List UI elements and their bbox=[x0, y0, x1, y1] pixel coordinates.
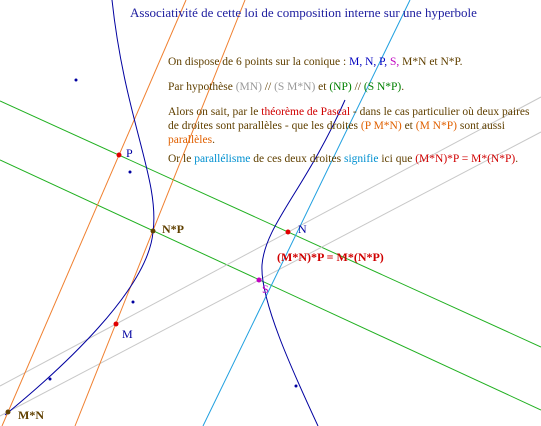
point-label: M*N bbox=[18, 408, 44, 422]
point-label: N bbox=[298, 222, 307, 236]
text: sont aussi bbox=[456, 120, 505, 132]
point bbox=[285, 229, 291, 235]
equation-label: (M*N)*P = M*(N*P) bbox=[277, 250, 384, 264]
hyperbola-right bbox=[261, 99, 346, 426]
text: . bbox=[212, 134, 215, 146]
text: (S M*N) bbox=[274, 81, 316, 93]
text: // bbox=[351, 81, 364, 93]
text: S, bbox=[387, 56, 400, 68]
curve-dot bbox=[48, 377, 52, 381]
text: - dans le cas particulier où deux paires… bbox=[168, 106, 530, 132]
hyperbola-left bbox=[4, 0, 155, 416]
text: // bbox=[261, 81, 275, 93]
text: parallélisme bbox=[194, 153, 251, 165]
point bbox=[150, 228, 156, 234]
point-label: S bbox=[262, 282, 269, 296]
paragraph: On dispose de 6 points sur la conique : … bbox=[168, 55, 536, 69]
line-p-mn bbox=[1, 0, 187, 426]
point-label: M bbox=[122, 327, 133, 341]
line-mn bbox=[0, 96, 541, 387]
text: Or le bbox=[168, 153, 195, 165]
text: de ces deux droites bbox=[250, 153, 344, 165]
text: (MN) bbox=[235, 81, 262, 93]
curve-dot bbox=[294, 384, 298, 388]
text: M, N, P, bbox=[349, 56, 388, 68]
point bbox=[5, 409, 11, 415]
text: (S N*P) bbox=[363, 81, 402, 93]
text: . bbox=[401, 81, 405, 93]
text: (NP) bbox=[329, 81, 352, 93]
text: Alors on sait, par le bbox=[168, 106, 262, 118]
line-m-np bbox=[74, 0, 246, 426]
line-s-mn bbox=[0, 131, 541, 417]
text: théorème de Pascal bbox=[261, 106, 351, 118]
text: et bbox=[401, 120, 416, 132]
line-s-np bbox=[0, 159, 541, 411]
text: (P M*N) bbox=[360, 120, 402, 132]
curve-dot bbox=[131, 300, 135, 304]
text: ici que bbox=[378, 153, 416, 165]
text: et bbox=[315, 81, 330, 93]
point bbox=[116, 152, 122, 158]
point bbox=[113, 321, 119, 327]
text: On dispose de 6 points sur la conique : bbox=[168, 56, 350, 68]
line-cyan bbox=[202, 0, 411, 426]
text: (M*N)*P = M*(N*P) bbox=[415, 153, 516, 165]
curve-dot bbox=[74, 78, 78, 82]
paragraph: Par hypothèse (MN) // (S M*N) et (NP) //… bbox=[168, 80, 536, 94]
paragraph: Or le parallélisme de ces deux droites s… bbox=[168, 152, 536, 166]
text: M*N et N*P. bbox=[399, 56, 463, 68]
text: signifie bbox=[343, 153, 379, 165]
point-label: P bbox=[126, 146, 133, 160]
text: (M N*P) bbox=[415, 120, 457, 132]
text: . bbox=[515, 153, 519, 165]
title: Associativité de cette loi de compositio… bbox=[130, 5, 477, 20]
line-np bbox=[0, 100, 541, 348]
paragraph: Alors on sait, par le théorème de Pascal… bbox=[168, 105, 536, 147]
point bbox=[256, 277, 262, 283]
point-label: N*P bbox=[162, 222, 184, 236]
text: parallèles bbox=[168, 134, 213, 146]
curve-dot bbox=[128, 170, 132, 174]
text: Par hypothèse bbox=[168, 81, 236, 93]
